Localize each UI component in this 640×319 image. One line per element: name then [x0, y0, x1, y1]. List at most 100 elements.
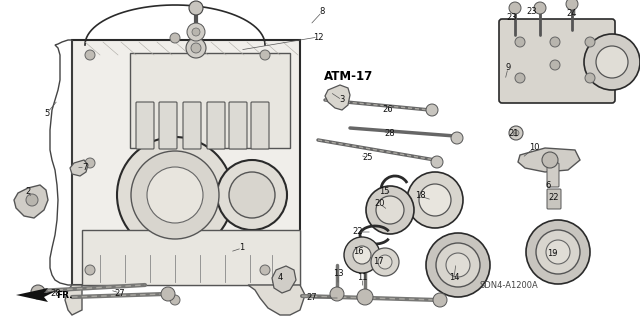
Circle shape — [353, 246, 371, 264]
Circle shape — [170, 295, 180, 305]
Circle shape — [534, 2, 546, 14]
Circle shape — [85, 50, 95, 60]
Circle shape — [419, 184, 451, 216]
Circle shape — [229, 172, 275, 218]
FancyBboxPatch shape — [72, 40, 300, 285]
Circle shape — [376, 196, 404, 224]
Text: 27: 27 — [307, 293, 317, 302]
Circle shape — [513, 130, 519, 136]
Text: 23: 23 — [527, 8, 538, 17]
Text: 10: 10 — [529, 144, 540, 152]
Text: 17: 17 — [372, 257, 383, 266]
Circle shape — [433, 293, 447, 307]
Text: 23: 23 — [507, 13, 517, 23]
FancyBboxPatch shape — [130, 53, 290, 148]
Circle shape — [515, 73, 525, 83]
Circle shape — [550, 37, 560, 47]
FancyBboxPatch shape — [251, 102, 269, 149]
Text: 15: 15 — [379, 188, 389, 197]
Text: 4: 4 — [277, 273, 283, 283]
FancyBboxPatch shape — [136, 102, 154, 149]
Circle shape — [117, 137, 233, 253]
Circle shape — [546, 240, 570, 264]
Text: 12: 12 — [313, 33, 323, 41]
Text: SDN4-A1200A: SDN4-A1200A — [480, 280, 539, 290]
Circle shape — [192, 28, 200, 36]
Text: ATM-17: ATM-17 — [324, 70, 373, 84]
Circle shape — [147, 167, 203, 223]
Circle shape — [131, 151, 219, 239]
Circle shape — [161, 287, 175, 301]
Circle shape — [426, 104, 438, 116]
Polygon shape — [272, 266, 296, 293]
Circle shape — [187, 23, 205, 41]
FancyBboxPatch shape — [82, 230, 300, 285]
Circle shape — [566, 0, 578, 10]
Circle shape — [509, 2, 521, 14]
Text: 19: 19 — [547, 249, 557, 258]
Circle shape — [596, 46, 628, 78]
Circle shape — [31, 285, 45, 299]
Text: 21: 21 — [509, 129, 519, 137]
Circle shape — [170, 33, 180, 43]
Circle shape — [585, 73, 595, 83]
Circle shape — [436, 243, 480, 287]
FancyBboxPatch shape — [183, 102, 201, 149]
Circle shape — [378, 255, 392, 269]
Text: 25: 25 — [363, 153, 373, 162]
Text: 20: 20 — [375, 199, 385, 209]
Circle shape — [451, 132, 463, 144]
Text: 5: 5 — [44, 108, 50, 117]
FancyBboxPatch shape — [499, 19, 615, 103]
Text: 1: 1 — [239, 243, 244, 253]
Polygon shape — [325, 85, 350, 110]
Circle shape — [550, 60, 560, 70]
Circle shape — [85, 265, 95, 275]
Circle shape — [431, 156, 443, 168]
Circle shape — [515, 37, 525, 47]
Circle shape — [260, 265, 270, 275]
Circle shape — [509, 126, 523, 140]
Text: 26: 26 — [383, 106, 394, 115]
Circle shape — [542, 152, 558, 168]
Text: 3: 3 — [339, 95, 345, 105]
FancyBboxPatch shape — [547, 163, 559, 187]
FancyBboxPatch shape — [229, 102, 247, 149]
Polygon shape — [518, 148, 580, 172]
Text: 7: 7 — [83, 162, 88, 172]
Circle shape — [85, 158, 95, 168]
Text: 11: 11 — [356, 273, 367, 283]
Circle shape — [584, 34, 640, 90]
FancyBboxPatch shape — [547, 189, 561, 209]
Circle shape — [260, 50, 270, 60]
Circle shape — [357, 289, 373, 305]
Polygon shape — [70, 160, 88, 176]
Text: FR.: FR. — [56, 292, 72, 300]
Text: 28: 28 — [385, 129, 396, 137]
Circle shape — [344, 237, 380, 273]
Circle shape — [526, 220, 590, 284]
Polygon shape — [248, 285, 305, 315]
Text: 13: 13 — [333, 270, 343, 278]
Circle shape — [366, 186, 414, 234]
Circle shape — [585, 37, 595, 47]
Polygon shape — [16, 288, 56, 302]
Circle shape — [217, 160, 287, 230]
FancyBboxPatch shape — [207, 102, 225, 149]
Polygon shape — [65, 285, 82, 315]
Polygon shape — [14, 185, 48, 218]
Text: 8: 8 — [319, 8, 324, 17]
Circle shape — [186, 38, 206, 58]
Circle shape — [426, 233, 490, 297]
Circle shape — [371, 248, 399, 276]
Text: 18: 18 — [415, 191, 426, 201]
Circle shape — [446, 253, 470, 277]
Circle shape — [536, 230, 580, 274]
FancyBboxPatch shape — [159, 102, 177, 149]
Text: 6: 6 — [545, 181, 550, 189]
Text: 22: 22 — [353, 227, 364, 236]
Circle shape — [330, 287, 344, 301]
Text: 28: 28 — [51, 288, 61, 298]
Text: 9: 9 — [506, 63, 511, 72]
Text: 24: 24 — [567, 10, 577, 19]
